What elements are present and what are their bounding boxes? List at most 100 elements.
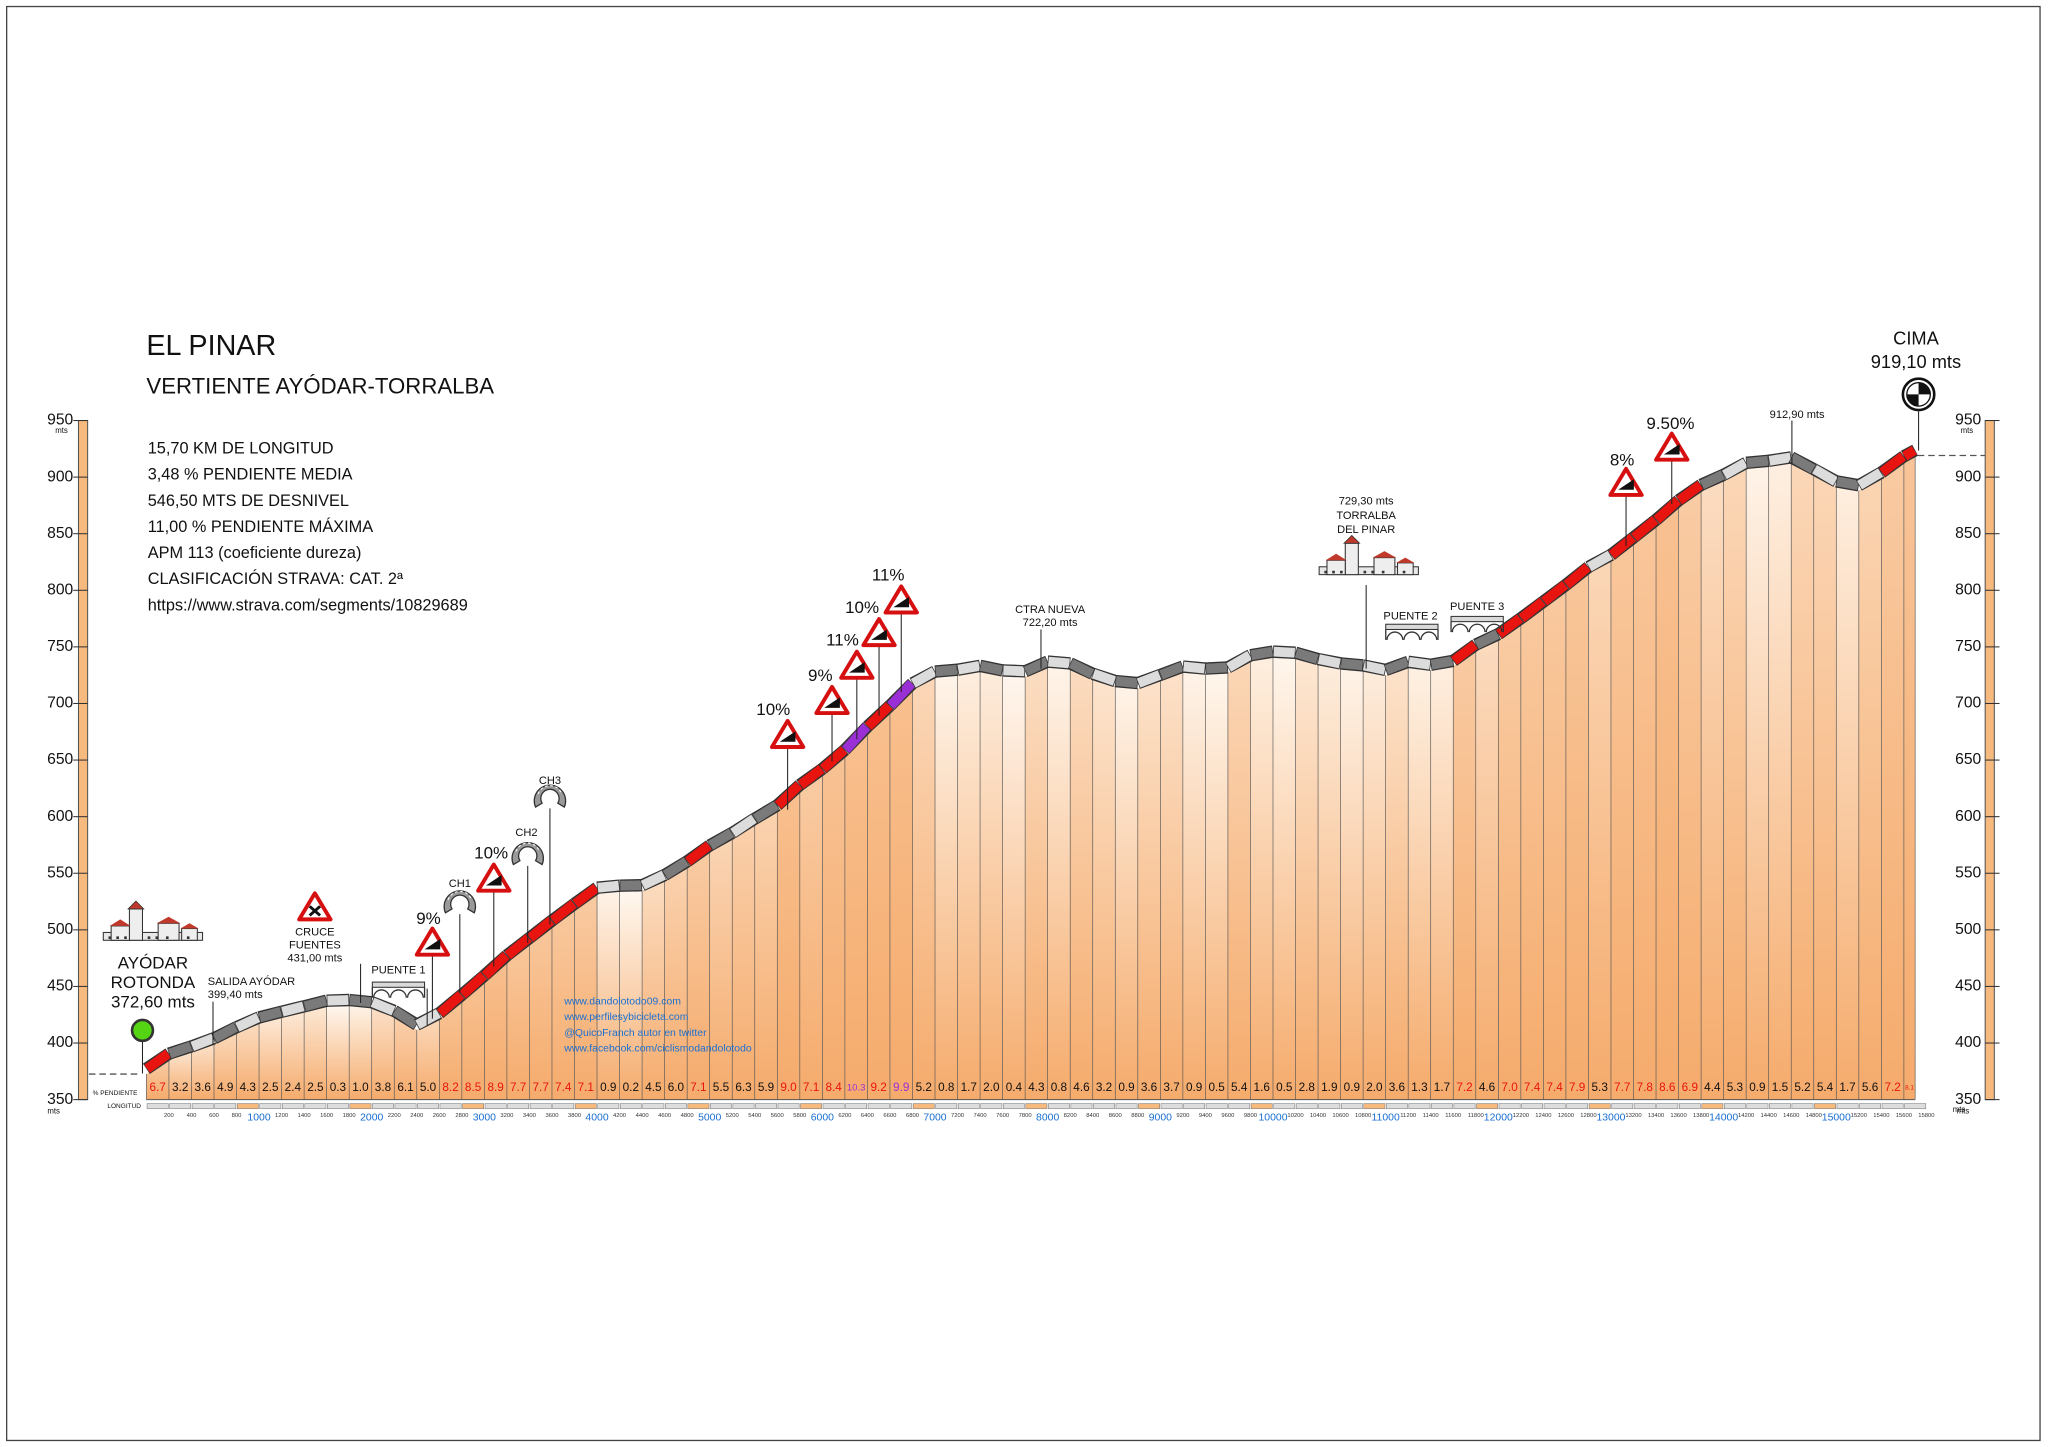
profile-column — [484, 960, 507, 1100]
x-tick-label: 14800 — [1806, 1113, 1823, 1119]
credit-line: www.dandolotodo09.com — [563, 996, 681, 1007]
gradient-label: 1.5 — [1772, 1081, 1789, 1094]
ruler-cell — [327, 1103, 349, 1110]
y-tick-label: 800 — [1955, 581, 1981, 598]
x-tick-label: 3800 — [568, 1113, 582, 1119]
gradient-band — [774, 781, 803, 809]
gradient-band — [1676, 480, 1704, 505]
profile-column — [1295, 657, 1319, 1100]
gradient-band — [910, 667, 937, 688]
row-label: % PENDIENTE — [93, 1090, 139, 1097]
profile-column — [146, 1058, 169, 1100]
profile-column — [1092, 679, 1116, 1100]
annotation: 10% — [474, 844, 508, 863]
x-tick-label: 9400 — [1199, 1113, 1213, 1119]
x-tick-label: 5200 — [726, 1113, 740, 1119]
gradient-band — [1205, 662, 1228, 674]
gradient-band — [327, 995, 349, 1006]
x-tick-label: 4400 — [636, 1113, 650, 1119]
gradient-label: 7.8 — [1637, 1081, 1654, 1094]
x-tick-label: 14000 — [1709, 1113, 1738, 1124]
gradient-band — [1812, 464, 1838, 486]
gradient-label: 7.7 — [1614, 1081, 1630, 1094]
gradient-band — [752, 801, 780, 823]
chart-subtitle: VERTIENTE AYÓDAR-TORRALBA — [146, 374, 494, 399]
gradient-band — [979, 661, 1003, 676]
gradient-band — [1250, 646, 1274, 661]
profile-column — [1250, 656, 1273, 1100]
gradient-label: 3.8 — [375, 1081, 392, 1094]
gradient-band — [235, 1012, 261, 1032]
profile-column — [1272, 656, 1296, 1100]
ruler-cell — [1340, 1103, 1363, 1110]
gradient-band — [1430, 656, 1454, 670]
gradient-label: 1.7 — [1434, 1081, 1450, 1094]
x-tick-label: 8400 — [1086, 1113, 1100, 1119]
x-tick-label: 10000 — [1258, 1113, 1287, 1124]
gradient-label: 4.5 — [645, 1081, 662, 1094]
annotation: 10% — [845, 598, 879, 617]
profile-column — [597, 890, 620, 1100]
ruler-cell — [1048, 1103, 1070, 1110]
ruler-cell — [710, 1103, 732, 1110]
y-tick-label: 600 — [47, 808, 73, 825]
gradient-label: 2.4 — [285, 1081, 302, 1094]
profile-column — [349, 1005, 372, 1100]
ruler-cell — [1363, 1103, 1386, 1110]
start-icon — [130, 1018, 155, 1043]
gradient-band — [1226, 651, 1253, 672]
x-tick-label: 15800 — [1918, 1113, 1935, 1119]
gradient-label: 5.4 — [1817, 1081, 1834, 1094]
profile-column — [529, 925, 552, 1100]
x-tick-label: 8800 — [1131, 1113, 1145, 1119]
profile-column — [1746, 466, 1769, 1100]
gradient-band — [1159, 662, 1184, 680]
gradient-label: 4.6 — [1479, 1081, 1496, 1094]
y-unit: mts — [1961, 426, 1974, 435]
gradient-band — [459, 971, 487, 999]
x-tick-label: 14400 — [1761, 1113, 1778, 1119]
gradient-label: 7.2 — [1456, 1081, 1472, 1094]
gradient-label: 4.9 — [217, 1081, 233, 1094]
x-tick-label: 8600 — [1109, 1113, 1123, 1119]
profile-column — [1340, 668, 1364, 1100]
gradient-band — [281, 1001, 305, 1017]
ruler-cell — [574, 1103, 597, 1110]
ruler-cell — [259, 1103, 282, 1110]
ruler-cell — [372, 1103, 394, 1110]
gradient-band — [1518, 597, 1546, 623]
profile-column — [1656, 505, 1679, 1100]
gradient-band — [1563, 563, 1591, 589]
annotation: SALIDA AYÓDAR — [208, 975, 295, 988]
x-tick-label: 1800 — [343, 1113, 357, 1119]
x-tick-label: 11200 — [1400, 1113, 1417, 1119]
x-tick-label: 3600 — [545, 1113, 559, 1119]
ruler-cell — [1205, 1103, 1228, 1110]
gradient-label: 8.4 — [825, 1081, 842, 1094]
profile-column — [1070, 668, 1093, 1100]
x-tick-label: 9000 — [1149, 1113, 1172, 1124]
gradient-band — [1902, 446, 1917, 461]
ruler-cell — [665, 1103, 687, 1110]
gradient-band — [258, 1007, 283, 1023]
ruler-cell — [1183, 1103, 1206, 1110]
profile-column — [1858, 477, 1882, 1100]
x-tick-label: 3400 — [523, 1113, 537, 1119]
profile-column — [439, 1000, 462, 1100]
gradient-label: 3.2 — [172, 1081, 188, 1094]
x-tick-label: 5400 — [748, 1113, 762, 1119]
gradient-label: 4.6 — [1073, 1081, 1090, 1094]
gradient-label: 2.5 — [262, 1081, 279, 1094]
ruler-cell — [1138, 1103, 1160, 1110]
ruler-cell — [1678, 1103, 1701, 1110]
profile-column — [619, 890, 643, 1100]
x-tick-label: 5600 — [771, 1113, 785, 1119]
x-tick-label: 5800 — [793, 1113, 807, 1119]
ruler-cell — [1769, 1103, 1791, 1110]
gradient-band — [527, 916, 555, 942]
gradient-label: 7.9 — [1569, 1081, 1585, 1094]
ruler-cell — [236, 1103, 259, 1110]
profile-column — [777, 790, 800, 1100]
gradient-label: 7.1 — [803, 1081, 819, 1094]
